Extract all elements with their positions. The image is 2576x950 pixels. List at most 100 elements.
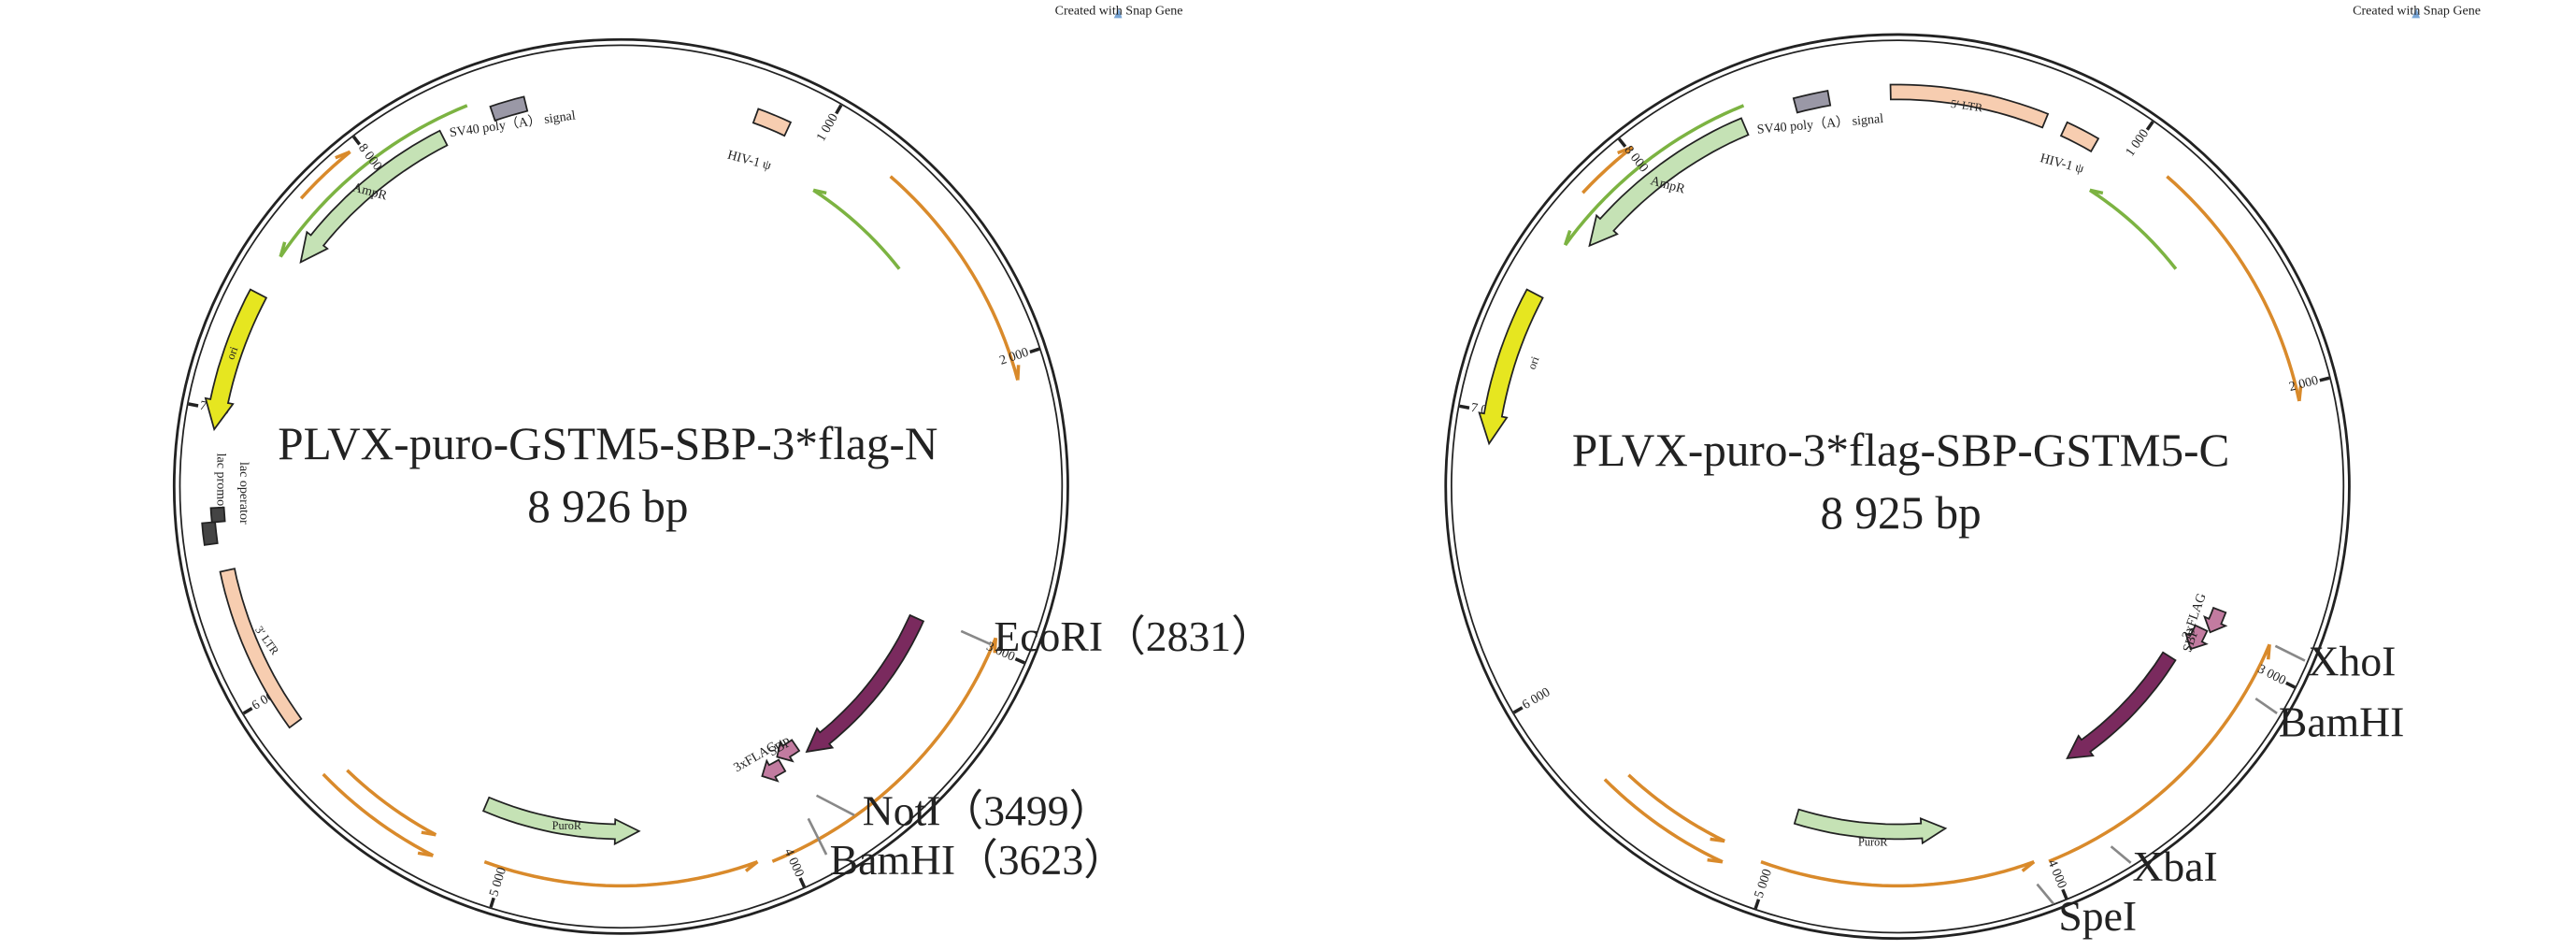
feature xyxy=(761,758,787,783)
primer-head xyxy=(335,150,351,160)
feature xyxy=(2203,606,2228,634)
site-leader xyxy=(2274,644,2306,662)
feature xyxy=(776,739,801,763)
primer-arc xyxy=(1627,773,1725,843)
watermark: Created with Snap Gene xyxy=(1055,4,1183,19)
tick-mark xyxy=(351,136,362,146)
insert-arrow xyxy=(805,613,925,754)
primer-arc xyxy=(2166,175,2301,402)
tick-mark xyxy=(1753,899,1761,910)
feature-label: SBP xyxy=(2180,627,2202,655)
site-label: EcoRI（2831） xyxy=(994,612,1273,660)
feature xyxy=(1889,83,2050,129)
feature-label: lac promoter xyxy=(213,453,228,521)
primer-arc xyxy=(2088,188,2178,270)
tick-mark xyxy=(2145,121,2154,131)
tick-mark xyxy=(1029,347,1040,354)
site-leader xyxy=(815,794,855,817)
tick-label: 6 000 xyxy=(1520,684,1553,712)
feature xyxy=(489,95,529,122)
feature-label: HIV-1 ψ xyxy=(2039,151,2085,177)
watermark: Created with Snap Gene xyxy=(2353,4,2481,19)
feature-label: PuroR xyxy=(1858,836,1888,849)
tick-label: 2 000 xyxy=(2287,373,2320,395)
map-title: PLVX-puro-GSTM5-SBP-3*flag-N xyxy=(278,418,937,469)
site-leader xyxy=(2036,883,2055,905)
primer-head xyxy=(2089,188,2104,195)
primer-arc xyxy=(279,104,468,258)
feature xyxy=(219,568,303,729)
tick-mark xyxy=(489,897,495,908)
primer-head xyxy=(1563,229,1572,246)
feature-label: ori xyxy=(1525,354,1542,371)
primer-head xyxy=(2297,385,2303,402)
feature xyxy=(1792,90,1832,114)
site-leader xyxy=(2254,697,2278,714)
snapgene-icon xyxy=(1113,7,1123,19)
map-title: PLVX-puro-3*flag-SBP-GSTM5-C xyxy=(1572,425,2229,476)
tick-label: 8 000 xyxy=(1621,143,1651,176)
primer-arc xyxy=(2048,643,2271,863)
site-label: BamHI（3623） xyxy=(830,836,1126,884)
feature xyxy=(204,288,268,432)
feature-label: ori xyxy=(224,344,241,361)
feature-label: lac operator xyxy=(236,462,251,525)
feature xyxy=(2059,121,2100,153)
backbone-inner xyxy=(179,44,1064,929)
primer-head xyxy=(1016,365,1021,381)
tick-label: 5 000 xyxy=(486,866,509,899)
feature-label: HIV-1 ψ xyxy=(726,148,773,174)
primer-arc xyxy=(1564,104,1745,247)
primer-head xyxy=(2021,860,2036,872)
primer-arc xyxy=(771,637,997,863)
tick-mark xyxy=(2285,681,2297,689)
primer-arc xyxy=(299,151,351,200)
feature xyxy=(299,129,449,264)
tick-label: 4 000 xyxy=(781,846,808,879)
site-leader xyxy=(807,817,828,856)
tick-mark xyxy=(1617,137,1627,148)
tick-label: 3 000 xyxy=(2255,661,2288,688)
backbone-inner xyxy=(1451,39,2345,934)
primer-arc xyxy=(322,772,435,857)
tick-mark xyxy=(2319,376,2330,382)
snapgene-icon xyxy=(2411,7,2421,19)
primer-head xyxy=(1707,857,1724,864)
site-label: BamHI xyxy=(2279,698,2405,745)
feature xyxy=(1588,117,1750,248)
tick-label: 1 000 xyxy=(813,111,841,144)
feature-label: SV40 poly（A） signal xyxy=(1756,111,1884,137)
feature-label: PuroR xyxy=(552,819,582,832)
feature xyxy=(751,108,793,137)
tick-mark xyxy=(835,104,843,115)
backbone-outer xyxy=(1444,33,2351,941)
primer-head xyxy=(1617,145,1634,155)
feature-label: AmpR xyxy=(1649,173,1687,196)
feature xyxy=(209,506,226,524)
feature-label: 5′ LTR xyxy=(1950,97,1983,115)
primer-arc xyxy=(346,769,437,837)
feature xyxy=(1478,288,1544,446)
backbone-outer xyxy=(172,37,1069,935)
feature xyxy=(201,521,219,546)
primer-arc xyxy=(483,859,759,888)
tick-label: 1 000 xyxy=(2123,126,2152,159)
site-leader xyxy=(2110,845,2132,864)
tick-mark xyxy=(188,402,199,408)
primer-head xyxy=(744,860,759,872)
primer-arc xyxy=(889,175,1020,381)
feature xyxy=(2184,624,2209,651)
primer-arc xyxy=(1603,778,1724,864)
primer-arc xyxy=(812,188,901,270)
site-label: NotI（3499） xyxy=(863,786,1111,834)
tick-mark xyxy=(1459,404,1470,410)
primer-head xyxy=(417,851,434,857)
tick-label: 5 000 xyxy=(1752,867,1775,900)
map-length: 8 926 bp xyxy=(527,481,688,532)
map-length: 8 925 bp xyxy=(1820,487,1981,539)
tick-mark xyxy=(1014,657,1025,665)
tick-mark xyxy=(242,706,253,715)
